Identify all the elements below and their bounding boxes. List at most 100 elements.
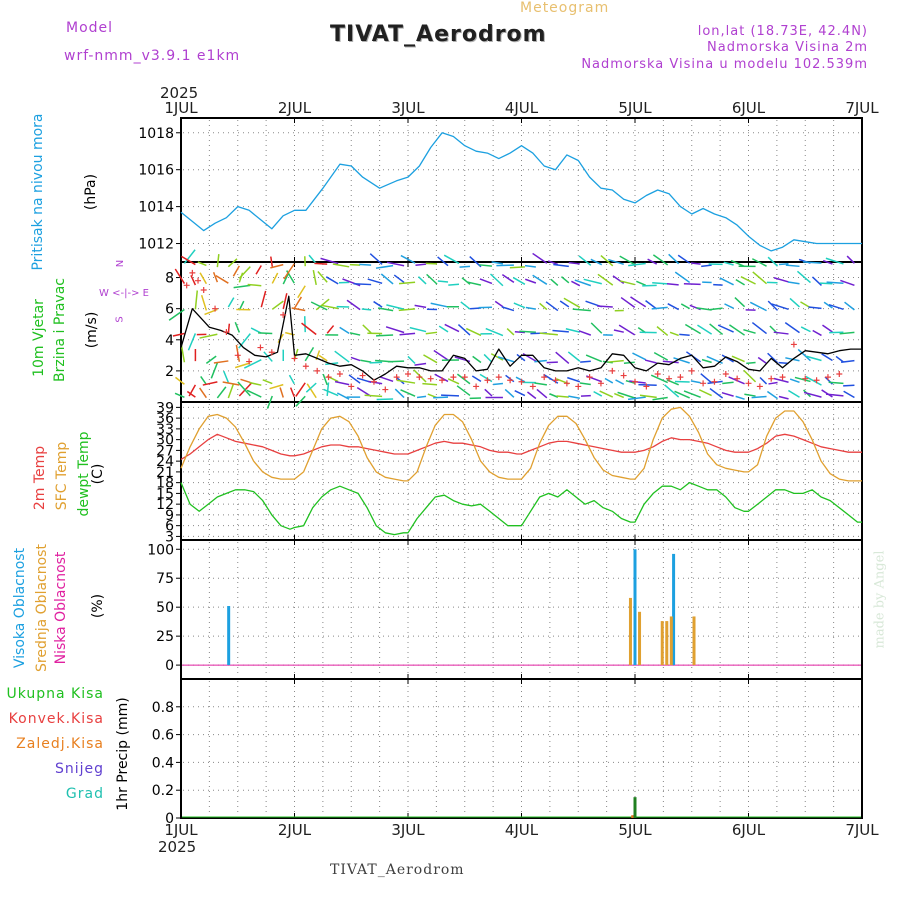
wind-arrow [599, 390, 614, 398]
wind-arrow [293, 296, 303, 309]
wind-arrow [255, 265, 262, 275]
wind-gust-marker [268, 349, 275, 356]
wind-gust-marker [473, 383, 480, 390]
wind-arrow [773, 377, 789, 383]
wind-arrow [216, 386, 227, 399]
wind-arrow [560, 276, 570, 284]
wind-arrow [216, 254, 220, 268]
wind-arrow [425, 262, 438, 265]
wind-arrow [656, 326, 669, 336]
sfc-temp-series-line [180, 406, 862, 482]
wind-arrow [806, 355, 822, 362]
wind-arrow [734, 297, 746, 308]
y-tick-label: 21 [156, 465, 174, 481]
wind-arrow [821, 353, 833, 362]
wind-arrow [636, 280, 647, 286]
wind-arrow [822, 324, 833, 333]
wind-arrow [342, 278, 361, 287]
wind-arrow [652, 396, 668, 401]
wind-arrow [479, 278, 493, 285]
wind-gust-marker [189, 269, 196, 276]
wind-arrow [310, 301, 328, 311]
wind-arrow [368, 380, 383, 385]
cloud-high-bar [227, 606, 231, 666]
wind-arrow [353, 282, 372, 286]
wind-arrow [322, 373, 328, 386]
wind-arrow [825, 393, 844, 397]
wind-arrow [625, 379, 635, 384]
y-tick-label: 0.8 [152, 700, 174, 716]
cloud-high-bar [633, 549, 637, 666]
wind-arrow [580, 360, 591, 363]
wind-arrow [427, 393, 438, 399]
wind-arrow [222, 381, 240, 386]
x-tick-label-bottom: 7JUL [845, 821, 879, 839]
wind-compass-s: S [114, 316, 126, 323]
wind-arrow [317, 271, 328, 283]
wind-arrow [250, 327, 262, 334]
wind-arrow [552, 329, 569, 333]
wind-arrow [773, 277, 789, 283]
wind-arrow [379, 376, 394, 383]
y-tick-label: 1018 [138, 126, 174, 142]
wind-arrow [740, 276, 756, 285]
wind-arrow [491, 261, 504, 265]
wind-arrow [320, 257, 339, 265]
wind-arrow [416, 395, 427, 399]
wind-arrow [433, 396, 449, 399]
wind-gust-marker [302, 363, 309, 370]
panel-frame [180, 678, 863, 819]
wind-arrow [743, 369, 757, 383]
x-tick-label-top: 3JUL [391, 99, 425, 117]
wind-arrow [638, 383, 657, 386]
wind-arrow [172, 332, 185, 337]
wind-arrow [437, 256, 449, 267]
wind-arrow [308, 254, 317, 265]
wind-gust-marker [518, 378, 525, 385]
wind-arrow [232, 265, 240, 277]
wind-arrow [514, 331, 525, 334]
wind-arrow [238, 382, 253, 397]
wind-gust-marker [609, 367, 616, 374]
wind-arrow [743, 328, 756, 334]
wind-arrow [181, 255, 196, 266]
wind-arrow [744, 393, 756, 397]
wind-arrow [514, 389, 526, 397]
wind-arrow [723, 261, 734, 266]
y-tick-label: 6 [165, 302, 174, 318]
wind-arrow [326, 382, 330, 396]
wind-gust-marker [393, 374, 400, 381]
wind-arrow [593, 390, 603, 397]
wind-arrow [395, 376, 405, 385]
wind-arrow [664, 384, 680, 398]
wind-speed-line [180, 295, 862, 381]
wind-arrow [471, 375, 482, 383]
wind-gust-marker [541, 374, 548, 381]
wind-arrow [526, 391, 537, 400]
x-tick-label-top: 4JUL [505, 99, 539, 117]
wind-arrow [524, 264, 536, 268]
wind-arrow [234, 321, 241, 333]
wind-arrow [719, 277, 734, 286]
wind-arrow [438, 325, 449, 333]
wind-arrow [456, 385, 471, 397]
page-title: TIVAT_Aerodrom [330, 22, 547, 47]
wind-arrow [602, 360, 613, 364]
wind-arrow [683, 390, 701, 399]
wind-arrow [519, 330, 536, 333]
wind-arrow [685, 351, 702, 363]
wind-arrow [730, 259, 745, 268]
wind-gust-marker [405, 371, 411, 377]
wind-arrow [684, 323, 702, 335]
cloud-mid-bar [692, 616, 696, 666]
wind-gust-marker [688, 367, 695, 374]
wind-arrow [398, 281, 416, 285]
wind-arrow [674, 271, 691, 284]
wind-arrow [759, 376, 768, 385]
wind-arrow [430, 302, 449, 308]
cloud-mid-ylabel: Srednja Oblacnost [34, 544, 50, 672]
wind-arrow [414, 362, 427, 366]
wind-arrow [583, 278, 602, 285]
y-tick-label: 3 [165, 529, 174, 545]
